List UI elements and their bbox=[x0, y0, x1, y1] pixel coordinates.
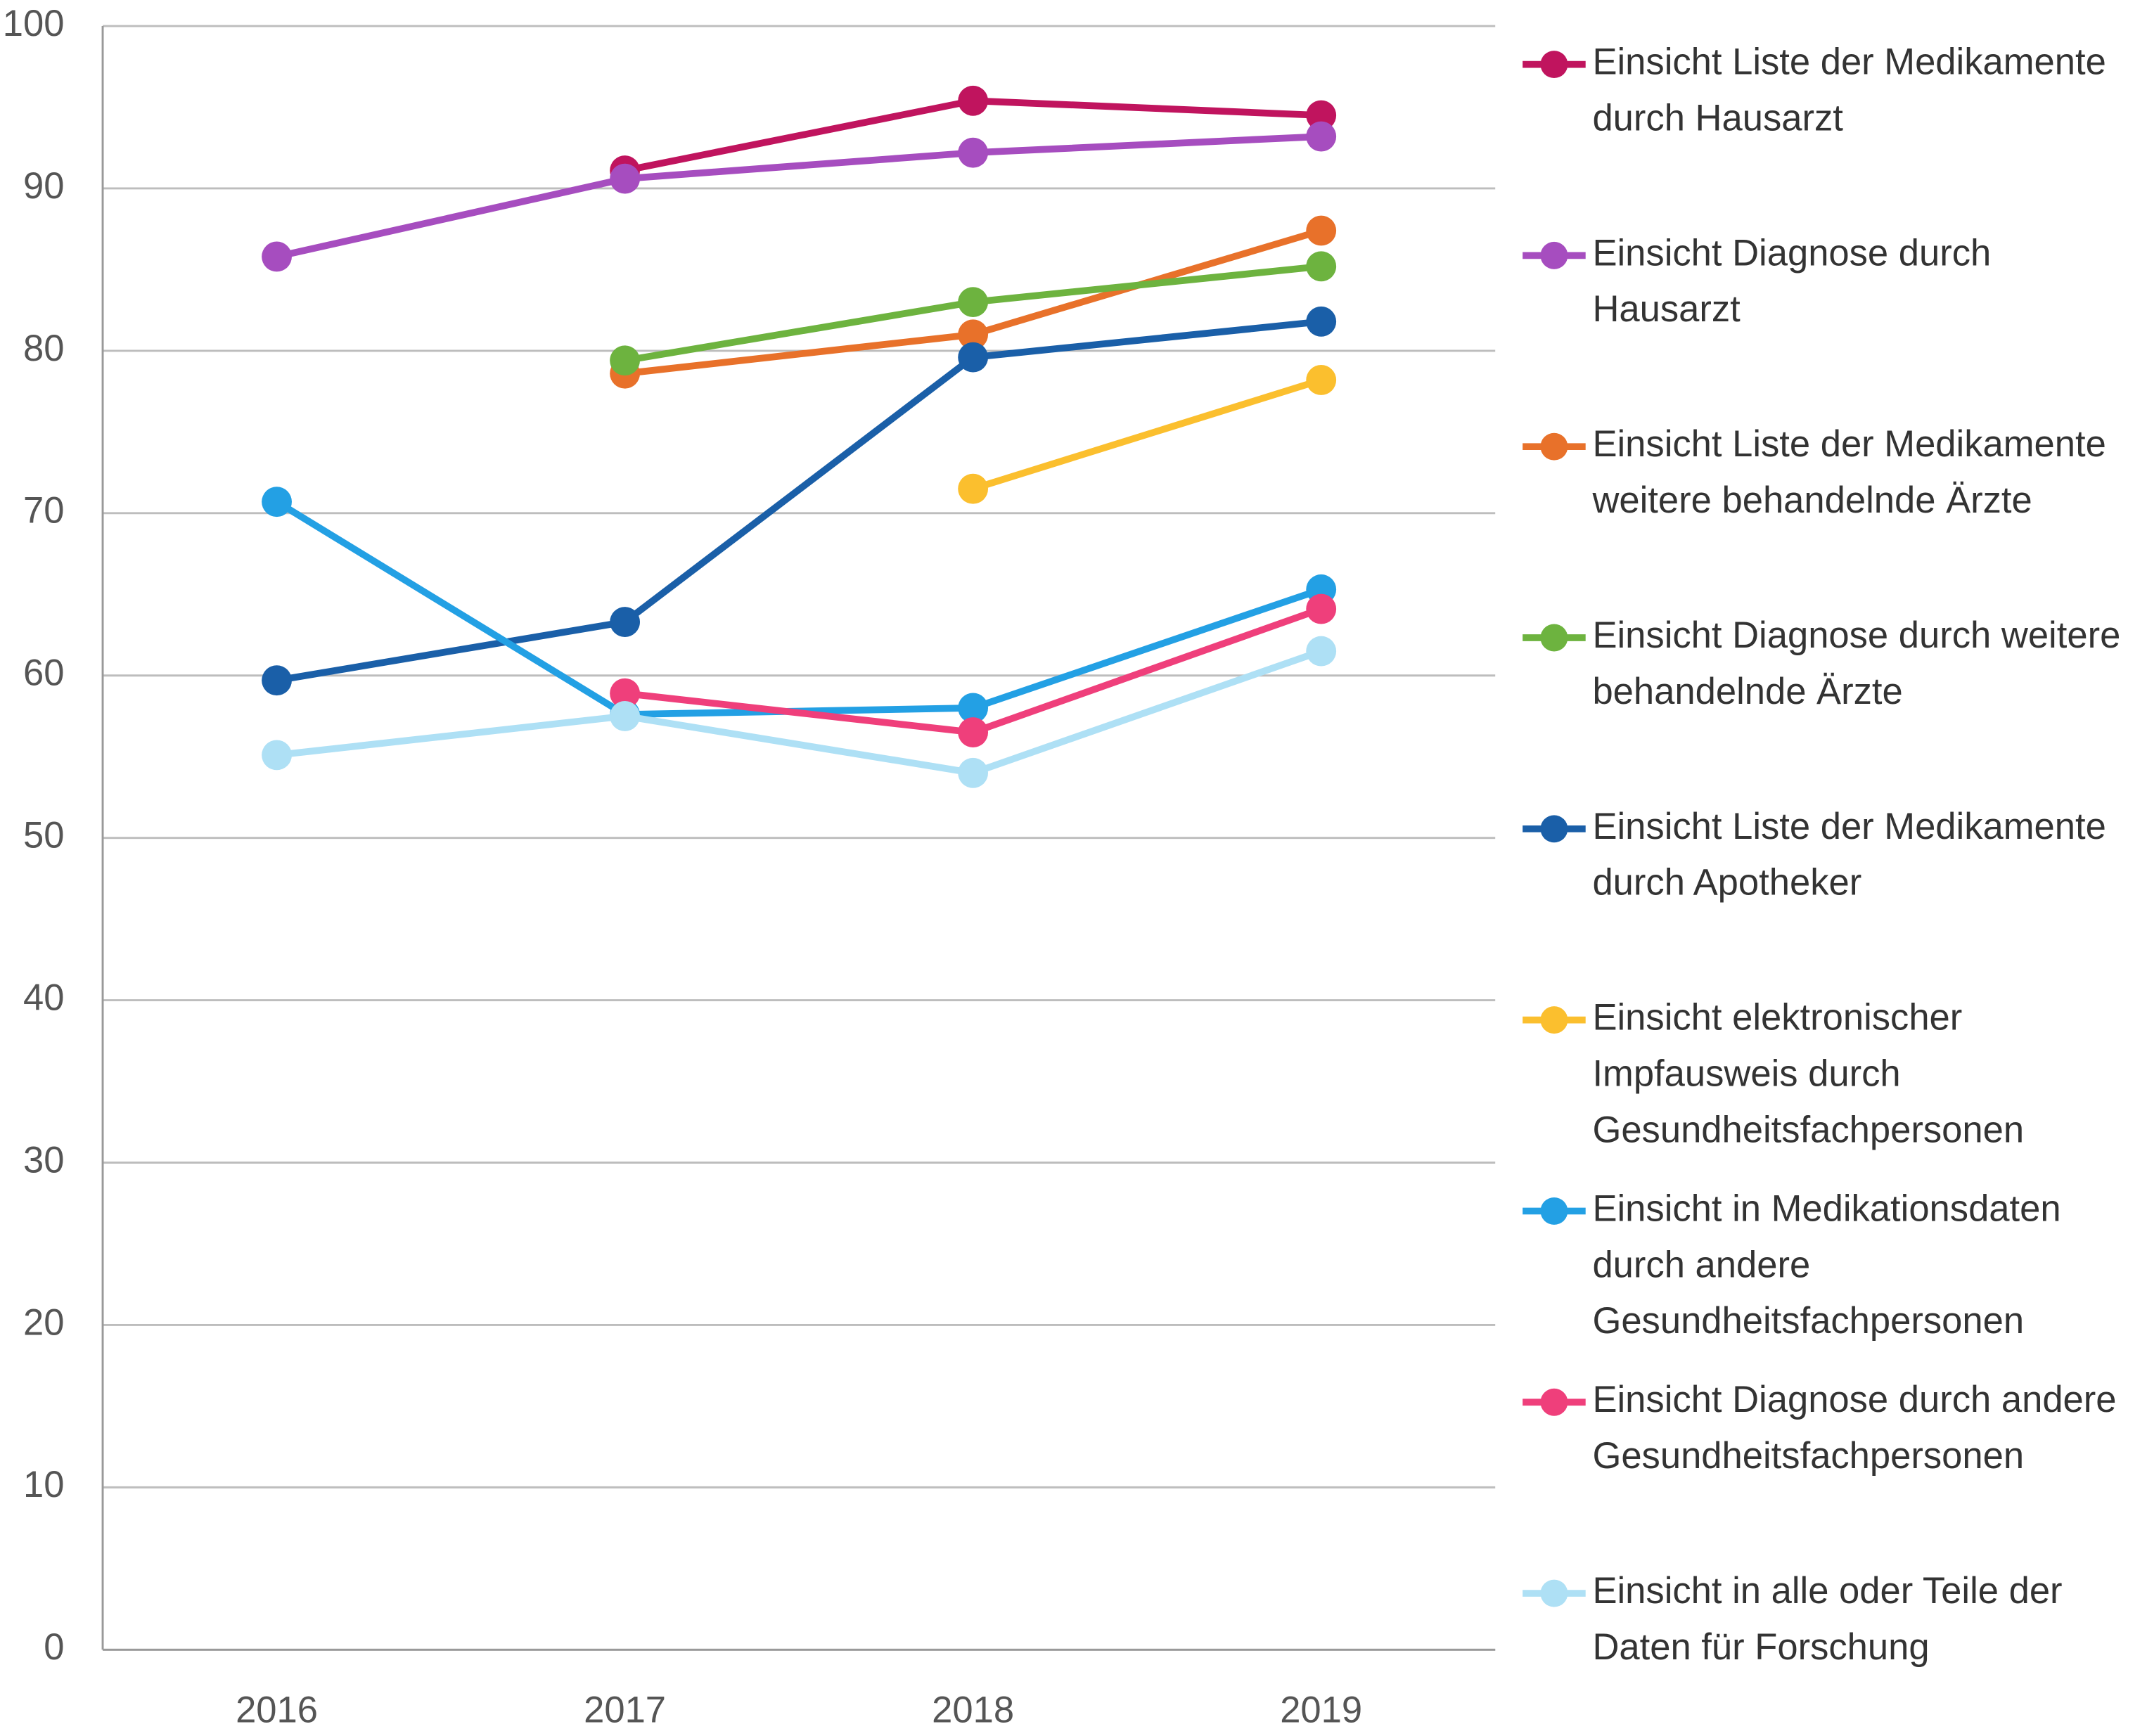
data-point bbox=[1306, 365, 1337, 395]
x-tick-label: 2019 bbox=[1280, 1690, 1362, 1731]
legend-line: Gesundheitsfachpersonen bbox=[1592, 1109, 2024, 1150]
legend-line: weitere behandelnde Ärzte bbox=[1591, 480, 2032, 521]
y-tick-label: 50 bbox=[23, 815, 64, 856]
legend-line: Einsicht in alle oder Teile der bbox=[1592, 1570, 2062, 1612]
legend-marker bbox=[1540, 1579, 1568, 1607]
data-point bbox=[610, 345, 641, 376]
legend-label: Einsicht Diagnose durch weitere behandeln… bbox=[1592, 615, 2120, 712]
data-point bbox=[1306, 121, 1337, 152]
data-point bbox=[610, 607, 641, 637]
legend-line: Daten für Forschung bbox=[1592, 1626, 1929, 1668]
legend-label: Einsicht Liste der Medikamente durch Apot… bbox=[1592, 806, 2106, 904]
legend-line: behandelnde Ärzte bbox=[1592, 671, 1902, 712]
y-tick-label: 80 bbox=[23, 328, 64, 369]
legend-marker bbox=[1540, 1388, 1568, 1416]
data-point bbox=[610, 163, 641, 194]
legend-line: durch Apotheker bbox=[1592, 862, 1861, 904]
data-point bbox=[262, 487, 292, 517]
data-point bbox=[1306, 306, 1337, 337]
legend-marker bbox=[1540, 432, 1568, 461]
legend-line: durch Hausarzt bbox=[1592, 97, 1843, 139]
data-point bbox=[958, 137, 989, 168]
x-tick-label: 2016 bbox=[236, 1690, 318, 1731]
y-tick-label: 60 bbox=[23, 652, 64, 694]
data-point bbox=[958, 717, 989, 747]
data-point bbox=[958, 693, 989, 724]
data-point bbox=[958, 757, 989, 788]
legend-line: Gesundheitsfachpersonen bbox=[1592, 1300, 2024, 1342]
legend-line: Gesundheitsfachpersonen bbox=[1592, 1435, 2024, 1477]
legend-label: Einsicht Diagnose durch Hausarzt bbox=[1592, 232, 1991, 330]
data-point bbox=[262, 740, 292, 771]
y-tick-label: 100 bbox=[3, 3, 65, 44]
y-tick-label: 10 bbox=[23, 1464, 64, 1505]
legend-label: Einsicht elektronischer Impfausweis durch… bbox=[1592, 997, 2024, 1151]
x-tick-label: 2018 bbox=[932, 1690, 1014, 1731]
series-line bbox=[275, 499, 1323, 719]
y-tick-label: 90 bbox=[23, 165, 64, 207]
data-point bbox=[1306, 215, 1337, 246]
y-tick-label: 70 bbox=[23, 490, 64, 532]
legend-line: Einsicht Liste der Medikamente bbox=[1592, 806, 2106, 847]
data-point bbox=[1306, 636, 1337, 667]
legend-marker bbox=[1540, 51, 1568, 79]
legend-label: Einsicht Liste der Medikamente weitere be… bbox=[1591, 423, 2106, 521]
series-line bbox=[276, 318, 1322, 684]
series-line bbox=[972, 376, 1323, 492]
legend-marker bbox=[1540, 1006, 1568, 1034]
legend-line: durch andere bbox=[1592, 1244, 1810, 1285]
legend-line: Einsicht Liste der Medikamente bbox=[1592, 423, 2106, 465]
y-tick-label: 40 bbox=[23, 977, 64, 1018]
series-line bbox=[276, 648, 1323, 777]
legend-label: Einsicht Liste der Medikamente durch Haus… bbox=[1592, 41, 2106, 139]
y-tick-label: 20 bbox=[23, 1301, 64, 1343]
data-point bbox=[958, 473, 989, 504]
data-point bbox=[262, 241, 292, 272]
data-point bbox=[610, 678, 641, 709]
legend-line: Impfausweis durch bbox=[1592, 1053, 1900, 1094]
legend-line: Einsicht Liste der Medikamente bbox=[1592, 41, 2106, 82]
legend-line: Einsicht Diagnose durch bbox=[1592, 232, 1991, 274]
legend-line: Einsicht in Medikationsdaten bbox=[1592, 1188, 2061, 1229]
data-point bbox=[958, 287, 989, 318]
legend-marker bbox=[1540, 624, 1568, 652]
data-point bbox=[1306, 593, 1337, 624]
legend-line: Einsicht Diagnose durch weitere bbox=[1592, 615, 2120, 656]
legend-label: Einsicht Diagnose durch andere Gesundheit… bbox=[1592, 1379, 2116, 1477]
data-point bbox=[262, 665, 292, 696]
y-tick-label: 30 bbox=[23, 1139, 64, 1181]
legend-label: Einsicht in Medikationsdaten durch andere… bbox=[1592, 1188, 2061, 1342]
legend-marker bbox=[1540, 241, 1568, 269]
legend-line: Einsicht Diagnose durch andere bbox=[1592, 1379, 2116, 1420]
legend-label: Einsicht in alle oder Teile der Daten für… bbox=[1592, 1570, 2062, 1668]
series-line bbox=[276, 133, 1321, 260]
y-tick-label: 0 bbox=[44, 1626, 64, 1668]
legend-line: Einsicht elektronischer bbox=[1592, 997, 1962, 1039]
data-point bbox=[1306, 100, 1337, 131]
data-point bbox=[958, 85, 989, 116]
x-tick-label: 2017 bbox=[584, 1690, 666, 1731]
legend-marker bbox=[1540, 1197, 1568, 1225]
data-point bbox=[1306, 251, 1337, 282]
data-point bbox=[958, 319, 989, 350]
legend-line: Hausarzt bbox=[1592, 288, 1741, 330]
data-point bbox=[610, 701, 641, 731]
legend-marker bbox=[1540, 815, 1568, 843]
data-point bbox=[958, 342, 989, 373]
